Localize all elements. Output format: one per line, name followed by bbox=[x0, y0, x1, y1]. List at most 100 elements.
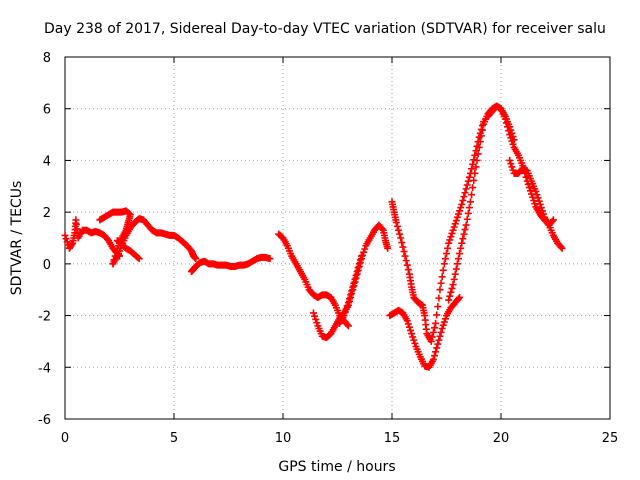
data-point bbox=[431, 352, 439, 360]
y-tick-label: 8 bbox=[43, 51, 51, 66]
data-point bbox=[403, 317, 411, 325]
data-point bbox=[313, 319, 321, 327]
data-point bbox=[384, 244, 392, 252]
data-point bbox=[452, 217, 460, 225]
data-point bbox=[538, 207, 546, 215]
data-points bbox=[61, 102, 566, 371]
data-point bbox=[402, 257, 410, 265]
data-point bbox=[457, 204, 465, 212]
data-point bbox=[470, 176, 478, 184]
y-tick-label: -2 bbox=[38, 310, 51, 325]
data-point bbox=[427, 337, 435, 345]
data-point bbox=[540, 210, 548, 218]
data-point bbox=[535, 197, 543, 205]
data-point bbox=[444, 244, 452, 252]
data-point bbox=[462, 221, 470, 229]
data-point bbox=[401, 252, 409, 260]
y-axis-label: SDTVAR / TECUs bbox=[9, 181, 25, 296]
data-point bbox=[397, 234, 405, 242]
data-point bbox=[449, 226, 457, 234]
data-point bbox=[433, 311, 441, 319]
data-point bbox=[557, 243, 565, 251]
data-point bbox=[537, 204, 545, 212]
data-point bbox=[464, 209, 472, 217]
data-point bbox=[473, 156, 481, 164]
data-point bbox=[344, 322, 352, 330]
data-point bbox=[432, 348, 440, 356]
series-seg12 bbox=[506, 156, 557, 229]
data-point bbox=[459, 197, 467, 205]
data-point bbox=[441, 255, 449, 263]
data-point bbox=[453, 260, 461, 268]
x-tick-label: 5 bbox=[170, 431, 178, 446]
x-tick-label: 10 bbox=[275, 431, 292, 446]
series-seg3 bbox=[109, 215, 200, 268]
data-point bbox=[343, 321, 351, 329]
data-point bbox=[447, 233, 455, 241]
data-point bbox=[61, 231, 69, 239]
data-point bbox=[477, 132, 485, 140]
data-point bbox=[536, 200, 544, 208]
data-point bbox=[446, 236, 454, 244]
data-point bbox=[533, 191, 541, 199]
data-point bbox=[506, 156, 514, 164]
data-point bbox=[532, 187, 540, 195]
data-point bbox=[450, 223, 458, 231]
data-point bbox=[463, 181, 471, 189]
data-point bbox=[352, 271, 360, 279]
data-point bbox=[478, 126, 486, 134]
data-point bbox=[456, 250, 464, 258]
data-point bbox=[192, 255, 200, 263]
y-tick-label: 0 bbox=[43, 258, 51, 273]
data-point bbox=[558, 244, 566, 252]
data-point bbox=[340, 312, 348, 320]
data-point bbox=[396, 230, 404, 238]
data-point bbox=[472, 163, 480, 171]
data-point bbox=[507, 160, 515, 168]
x-tick-label: 15 bbox=[384, 431, 401, 446]
data-point bbox=[354, 264, 362, 272]
data-point bbox=[456, 293, 464, 301]
data-point bbox=[404, 266, 412, 274]
data-point bbox=[548, 217, 556, 225]
data-point bbox=[508, 129, 516, 137]
data-point bbox=[311, 312, 319, 320]
data-point bbox=[462, 185, 470, 193]
data-point bbox=[392, 218, 400, 226]
y-tick-label: -4 bbox=[38, 361, 51, 376]
data-point bbox=[441, 315, 449, 323]
data-point bbox=[347, 291, 355, 299]
data-point bbox=[453, 213, 461, 221]
data-point bbox=[310, 309, 318, 317]
data-point bbox=[437, 279, 445, 287]
data-point bbox=[454, 255, 462, 263]
data-point bbox=[436, 332, 444, 340]
data-point bbox=[63, 238, 71, 246]
data-point bbox=[448, 284, 456, 292]
data-point bbox=[356, 256, 364, 264]
y-tick-label: 4 bbox=[43, 154, 51, 169]
series-seg13 bbox=[484, 102, 518, 144]
data-point bbox=[439, 266, 447, 274]
data-point bbox=[344, 299, 352, 307]
data-point bbox=[62, 235, 70, 243]
data-point bbox=[471, 169, 479, 177]
data-point bbox=[475, 144, 483, 151]
data-point bbox=[509, 133, 517, 141]
data-point bbox=[68, 240, 76, 248]
data-point bbox=[445, 296, 453, 304]
data-point bbox=[458, 239, 466, 247]
y-tick-labels: -6 -4 -2 0 2 4 6 8 bbox=[38, 51, 51, 428]
data-point bbox=[459, 235, 467, 243]
data-point bbox=[432, 319, 440, 327]
data-point bbox=[395, 226, 403, 234]
data-point bbox=[404, 320, 412, 328]
data-point bbox=[508, 163, 516, 171]
data-point bbox=[461, 226, 469, 234]
data-point bbox=[341, 308, 349, 316]
data-point bbox=[440, 318, 448, 326]
data-point bbox=[440, 260, 448, 268]
data-point bbox=[446, 292, 454, 300]
